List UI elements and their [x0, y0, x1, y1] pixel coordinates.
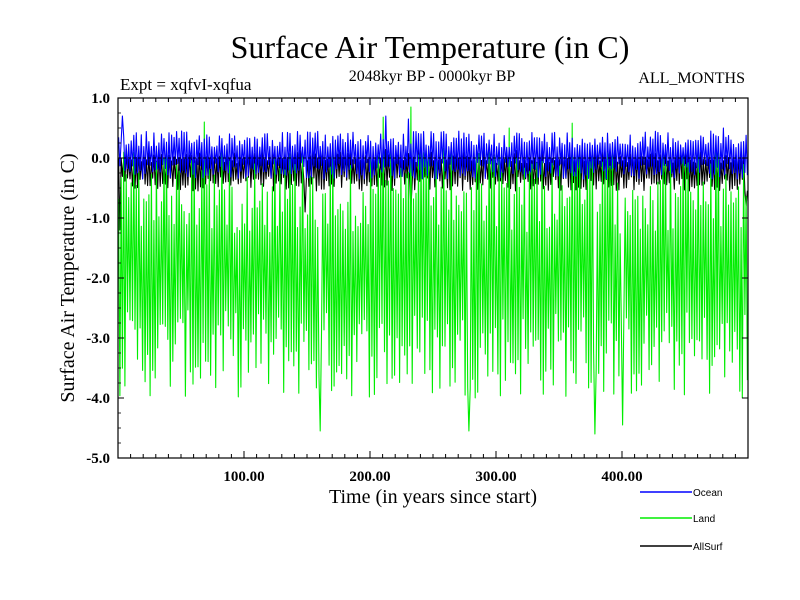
y-tick-label: -3.0 — [86, 331, 110, 347]
y-tick-label: -1.0 — [86, 211, 110, 227]
y-tick-label: -4.0 — [86, 391, 110, 407]
y-tick-label: -2.0 — [86, 271, 110, 287]
x-tick-label: 400.00 — [601, 469, 642, 485]
y-axis-label: Surface Air Temperature (in C) — [57, 153, 79, 402]
legend-label-ocean: Ocean — [693, 488, 722, 499]
legend-label-allsurf: AllSurf — [693, 542, 723, 553]
series-line-allsurf — [118, 148, 748, 231]
y-axis: 1.0 0.0 -1.0 -2.0 -3.0 -4.0 -5.0 — [86, 91, 748, 467]
series-line-land — [118, 106, 748, 435]
legend: Ocean Land AllSurf — [640, 488, 723, 553]
x-tick-label: 200.00 — [349, 469, 390, 485]
x-axis: 100.00 200.00 300.00 400.00 — [130, 98, 736, 485]
x-tick-label: 100.00 — [223, 469, 264, 485]
chart-title: Surface Air Temperature (in C) — [231, 29, 630, 65]
y-tick-label: 0.0 — [91, 151, 110, 167]
series-layer — [118, 106, 748, 435]
y-tick-label: 1.0 — [91, 91, 110, 107]
x-tick-label: 300.00 — [475, 469, 516, 485]
series-line-ocean — [118, 115, 748, 180]
period-label: 2048kyr BP - 0000kyr BP — [349, 68, 516, 85]
legend-label-land: Land — [693, 514, 715, 525]
months-label: ALL_MONTHS — [638, 70, 745, 87]
expt-label: Expt = xqfvI-xqfua — [120, 75, 252, 94]
x-axis-label: Time (in years since start) — [329, 486, 537, 508]
y-tick-label: -5.0 — [86, 451, 110, 467]
